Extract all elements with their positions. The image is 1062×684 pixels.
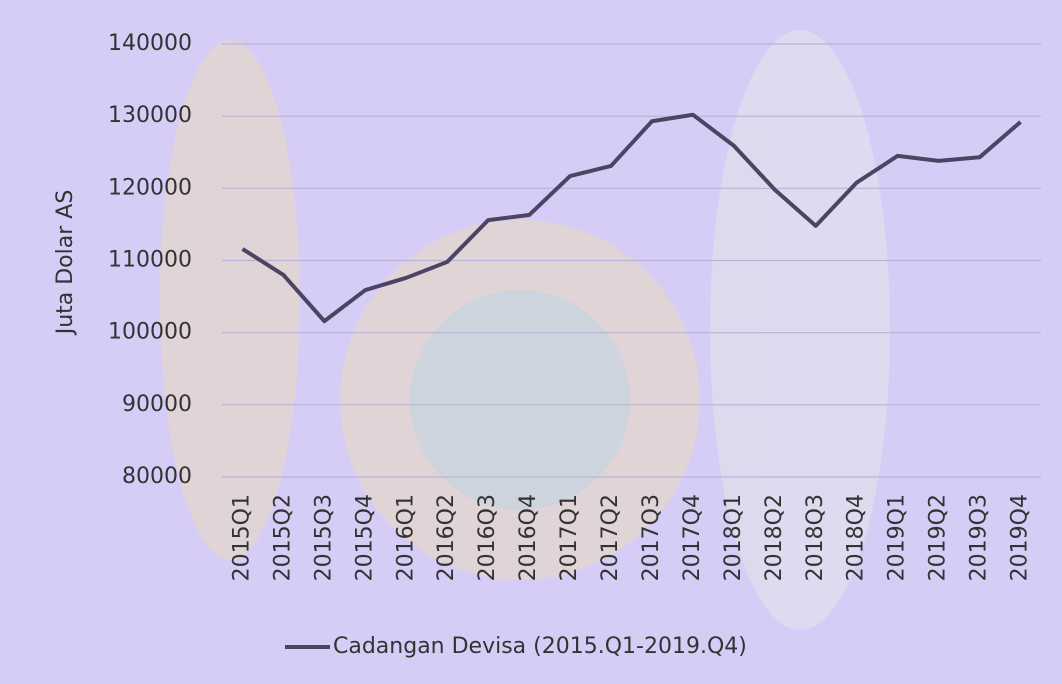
x-tick-label: 2015Q4 — [352, 494, 377, 581]
y-tick-label: 80000 — [122, 464, 192, 489]
x-tick-label: 2019Q2 — [926, 494, 951, 581]
y-tick-label: 120000 — [108, 175, 192, 200]
x-tick-label: 2016Q1 — [393, 494, 418, 581]
x-tick-label: 2015Q2 — [270, 494, 295, 581]
y-tick-label: 110000 — [108, 248, 192, 273]
x-tick-label: 2018Q3 — [803, 494, 828, 581]
x-tick-label: 2018Q4 — [844, 494, 869, 581]
x-tick-label: 2017Q1 — [557, 494, 582, 581]
x-tick-label: 2019Q1 — [885, 494, 910, 581]
watermark — [160, 30, 890, 630]
x-tick-label: 2017Q2 — [598, 494, 623, 581]
line-series — [241, 112, 1022, 324]
x-tick-label: 2016Q4 — [516, 494, 541, 581]
x-tick-label: 2016Q3 — [475, 494, 500, 581]
x-tick-label: 2019Q4 — [1008, 494, 1033, 581]
y-tick-label: 100000 — [108, 320, 192, 345]
y-tick-label: 130000 — [108, 103, 192, 128]
x-tick-label: 2018Q1 — [721, 494, 746, 581]
x-tick-label: 2016Q2 — [434, 494, 459, 581]
x-tick-label: 2017Q3 — [639, 494, 664, 581]
x-tick-label: 2019Q3 — [967, 494, 992, 581]
x-tick-label: 2015Q1 — [229, 494, 254, 581]
y-tick-label: 140000 — [108, 31, 192, 56]
x-tick-label: 2017Q4 — [680, 494, 705, 581]
legend-label: Cadangan Devisa (2015.Q1-2019.Q4) — [333, 634, 747, 659]
y-axis-label: Juta Dolar AS — [53, 190, 78, 337]
x-tick-label: 2018Q2 — [762, 494, 787, 581]
y-tick-label: 90000 — [122, 392, 192, 417]
x-tick-label: 2015Q3 — [311, 494, 336, 581]
